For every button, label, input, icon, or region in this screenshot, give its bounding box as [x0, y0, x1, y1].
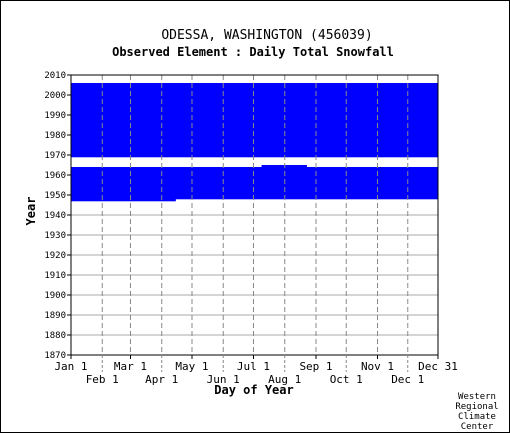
credit-line-3: Climate: [458, 412, 496, 422]
data-year-bar: [71, 151, 438, 154]
data-year-bar: [71, 185, 438, 188]
y-tick-label: 1940: [44, 211, 66, 221]
y-tick-label: 2010: [44, 71, 66, 81]
data-year-bar: [71, 197, 438, 200]
x-axis-label: Day of Year: [214, 383, 293, 397]
data-year-bar: [71, 149, 438, 152]
chart-subtitle: Observed Element : Daily Total Snowfall: [112, 45, 394, 59]
x-tick-label: Feb 1: [86, 373, 119, 386]
y-tick-label: 1890: [44, 311, 66, 321]
data-year-bar: [71, 177, 438, 180]
data-year-bar: [71, 137, 438, 140]
data-year-bar: [71, 119, 438, 122]
x-tick-label: Oct 1: [330, 373, 363, 386]
data-year-bar: [71, 169, 438, 172]
credit-line-4: Center: [461, 422, 494, 432]
credit-line-2: Regional: [455, 402, 498, 412]
data-year-bar: [71, 135, 438, 138]
data-year-bar: [71, 167, 438, 170]
chart-title: ODESSA, WASHINGTON (456039): [161, 28, 372, 43]
data-year-bar: [71, 115, 438, 118]
data-year-bar: [71, 143, 438, 146]
data-year-bar: [71, 109, 438, 112]
data-year-bar: [71, 155, 438, 158]
data-year-bar: [71, 171, 438, 174]
x-tick-label: Apr 1: [145, 373, 178, 386]
data-year-bar: [71, 195, 438, 198]
data-year-bar: [71, 103, 438, 106]
y-tick-label: 1870: [44, 351, 66, 361]
data-year-bar: [71, 95, 438, 98]
data-year-bar: [71, 111, 438, 114]
x-tick-label: Aug 1: [268, 373, 301, 386]
credit-line-1: Western: [458, 392, 496, 402]
x-tick-label: Sep 1: [299, 360, 332, 373]
data-year-bar: [71, 123, 438, 126]
data-year-bar: [71, 85, 438, 88]
data-year-bar: [71, 187, 438, 190]
y-tick-label: 1990: [44, 111, 66, 121]
x-tick-label: Jan 1: [54, 360, 87, 373]
y-tick-label: 1910: [44, 271, 66, 281]
data-year-bar: [71, 121, 438, 124]
y-tick-label: 1880: [44, 331, 66, 341]
x-tick-label: Dec 1: [391, 373, 424, 386]
data-year-bar: [71, 131, 438, 134]
data-year-bar: [71, 199, 176, 202]
data-year-bar: [71, 113, 438, 116]
data-year-bar: [71, 97, 438, 100]
data-year-bar: [71, 89, 438, 92]
data-year-bar: [71, 91, 438, 94]
x-tick-label: Jul 1: [237, 360, 270, 373]
data-year-bar: [71, 173, 438, 176]
data-year-bar: [71, 129, 438, 132]
data-year-bar: [71, 191, 438, 194]
data-year-bar: [71, 125, 438, 128]
data-year-bar: [71, 147, 438, 150]
data-year-bar: [71, 127, 438, 130]
x-tick-label: Jun 1: [207, 373, 240, 386]
data-year-bar: [71, 145, 438, 148]
data-year-bar: [71, 153, 438, 156]
data-year-bar: [71, 189, 438, 192]
y-tick-label: 1920: [44, 251, 66, 261]
data-year-bar: [71, 141, 438, 144]
data-year-bar: [71, 193, 438, 196]
data-year-bar: [71, 87, 438, 90]
data-year-bar: [71, 183, 438, 186]
data-year-bar: [71, 99, 438, 102]
data-year-bar: [71, 107, 438, 110]
data-year-bar: [71, 105, 438, 108]
x-tick-label: May 1: [175, 360, 208, 373]
x-tick-label: Dec 31: [418, 360, 458, 373]
data-year-bar: [71, 93, 438, 96]
y-axis-label: Year: [24, 197, 38, 226]
data-year-bar: [71, 139, 438, 142]
data-year-bar: [71, 101, 438, 104]
y-tick-label: 1960: [44, 171, 66, 181]
data-year-bar: [261, 165, 307, 168]
data-year-bar: [71, 133, 438, 136]
y-tick-label: 1950: [44, 191, 66, 201]
y-tick-label: 1980: [44, 131, 66, 141]
y-tick-label: 1930: [44, 231, 66, 241]
data-year-bar: [71, 179, 438, 182]
data-year-bar: [71, 117, 438, 120]
x-tick-label: Nov 1: [361, 360, 394, 373]
y-tick-label: 1900: [44, 291, 66, 301]
data-year-bar: [71, 83, 438, 86]
data-year-bar: [71, 181, 438, 184]
data-year-bar: [71, 175, 438, 178]
y-tick-label: 2000: [44, 91, 66, 101]
x-tick-label: Mar 1: [114, 360, 147, 373]
y-tick-label: 1970: [44, 151, 66, 161]
plot-area: 1870 1880 1890 1900 1910 1920 1930 1940 1950 1960…: [44, 71, 458, 386]
